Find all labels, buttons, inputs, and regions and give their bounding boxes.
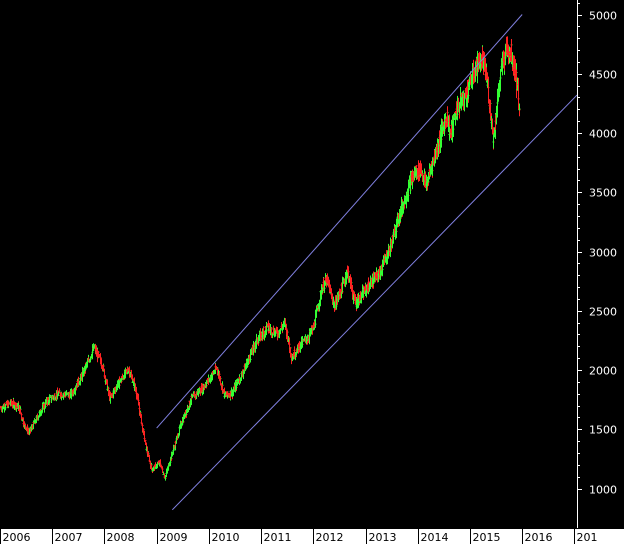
x-tick-label: 2011	[264, 531, 292, 544]
x-tick-label: 2014	[421, 531, 449, 544]
y-tick-label: 4500	[589, 69, 617, 82]
candle-series	[0, 36, 521, 481]
channel-lines	[156, 14, 578, 511]
y-tick-label: 1500	[589, 424, 617, 437]
x-tick-label: 2007	[55, 531, 83, 544]
x-axis: 2006 2007 2008 2009 2010 2011 2012 2013 2014 2015…	[0, 528, 624, 544]
x-tick-label: 2012	[316, 531, 344, 544]
x-tick-label: 2010	[212, 531, 240, 544]
x-tick-label: 2016	[525, 531, 553, 544]
y-tick-label: 1000	[589, 484, 617, 497]
lower-channel-line	[171, 94, 578, 511]
y-tick-label: 2000	[589, 365, 617, 378]
y-tick-label: 4000	[589, 128, 617, 141]
upper-channel-line	[156, 14, 523, 429]
x-tick-label: 2015	[473, 531, 501, 544]
x-tick-label: 2006	[3, 531, 31, 544]
x-tick-strip	[0, 528, 624, 544]
x-tick-label: 2009	[160, 531, 188, 544]
x-tick-label: 2008	[107, 531, 135, 544]
y-tick-label: 2500	[589, 306, 617, 319]
x-tick-label: 201	[577, 531, 598, 544]
y-axis: 1000 1500 2000 2500 3000 3500 4000 4500 5000	[577, 0, 617, 528]
y-tick-label: 5000	[589, 10, 617, 23]
y-tick-label: 3500	[589, 187, 617, 200]
x-tick-label: 2013	[369, 531, 397, 544]
y-tick-label: 3000	[589, 247, 617, 260]
